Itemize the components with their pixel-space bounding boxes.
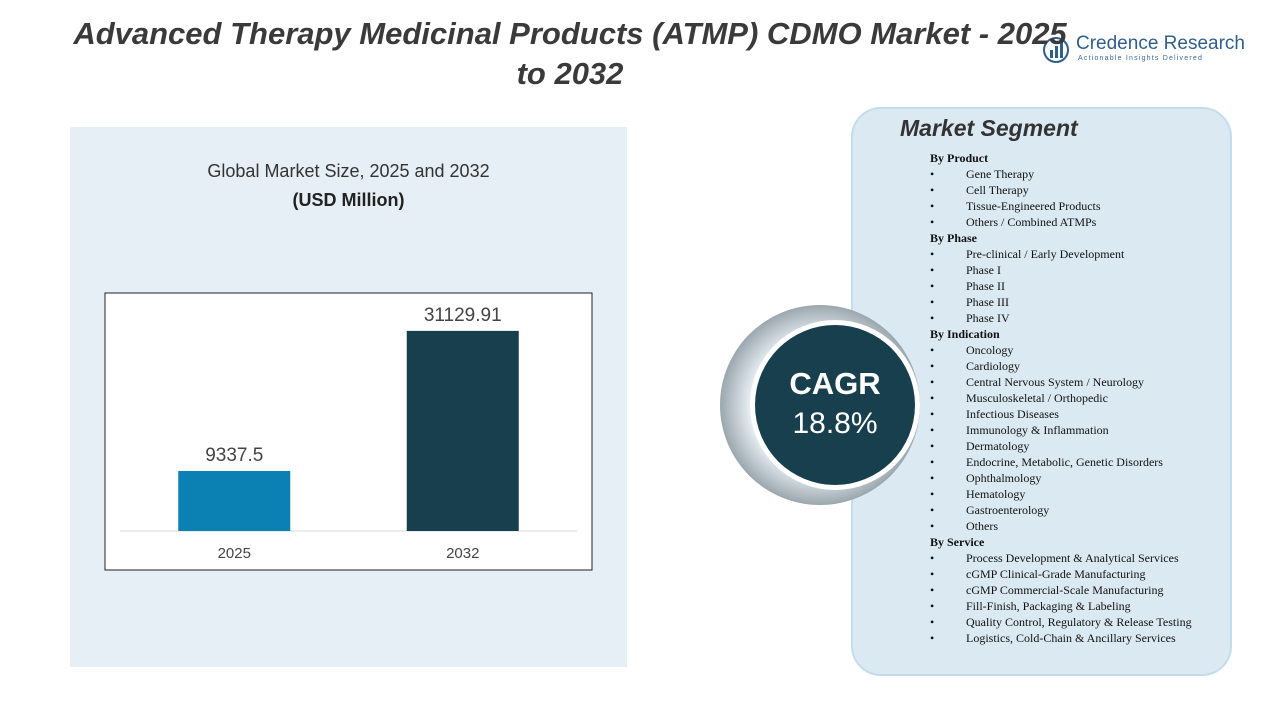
chart-frame bbox=[104, 292, 593, 571]
segment-heading: By Product bbox=[930, 151, 989, 165]
segment-heading: By Service bbox=[930, 535, 985, 549]
cagr-circle bbox=[755, 325, 915, 485]
segment-title: Market Segment bbox=[900, 115, 1078, 141]
segment-item: Logistics, Cold-Chain & Ancillary Servic… bbox=[930, 630, 1220, 646]
brand: Credence Research bbox=[1076, 33, 1245, 54]
cagr-value: 18.8% bbox=[792, 407, 878, 440]
segment-item: Oncology bbox=[930, 342, 1220, 358]
tagline: Actionable Insights Delivered bbox=[1078, 55, 1204, 62]
segment-item: Fill-Finish, Packaging & Labeling bbox=[930, 598, 1220, 614]
segment-item: Musculoskeletal / Orthopedic bbox=[930, 390, 1220, 406]
segment-item: Dermatology bbox=[930, 438, 1220, 454]
segment-item: Tissue-Engineered Products bbox=[930, 198, 1220, 214]
segment-item: cGMP Clinical-Grade Manufacturing bbox=[930, 566, 1220, 582]
segment-item: Pre-clinical / Early Development bbox=[930, 246, 1220, 262]
chart-subtitle: (USD Million) bbox=[292, 190, 405, 210]
segment-item: Phase I bbox=[930, 262, 1220, 278]
segment-item: Quality Control, Regulatory & Release Te… bbox=[930, 614, 1220, 630]
segment-item: Phase II bbox=[930, 278, 1220, 294]
cagr-label: CAGR bbox=[789, 366, 881, 401]
segment-item: Gastroenterology bbox=[930, 502, 1220, 518]
segment-item: Central Nervous System / Neurology bbox=[930, 374, 1220, 390]
segment-item: Cell Therapy bbox=[930, 182, 1220, 198]
segment-item: Others / Combined ATMPs bbox=[930, 214, 1220, 230]
segment-item: Infectious Diseases bbox=[930, 406, 1220, 422]
segment-item: Cardiology bbox=[930, 358, 1220, 374]
segment-item: Immunology & Inflammation bbox=[930, 422, 1220, 438]
title: Advanced Therapy Medicinal Products (ATM… bbox=[73, 16, 1067, 91]
segment-item: Endocrine, Metabolic, Genetic Disorders bbox=[930, 454, 1220, 470]
segment-item: Gene Therapy bbox=[930, 166, 1220, 182]
bar bbox=[178, 470, 291, 531]
segment-item: Phase III bbox=[930, 294, 1220, 310]
segment-item: Hematology bbox=[930, 486, 1220, 502]
bar bbox=[406, 330, 519, 531]
chart-title: Global Market Size, 2025 and 2032 bbox=[207, 161, 490, 181]
segment-item: cGMP Commercial-Scale Manufacturing bbox=[930, 582, 1220, 598]
x-tick-label: 2025 bbox=[218, 545, 251, 562]
x-tick-label: 2032 bbox=[446, 545, 479, 562]
segment-item: Process Development & Analytical Service… bbox=[930, 550, 1220, 566]
data-label: 9337.5 bbox=[205, 445, 263, 466]
segment-list: By ProductGene TherapyCell TherapyTissue… bbox=[930, 150, 1220, 646]
segment-item: Others bbox=[930, 518, 1220, 534]
segment-heading: By Phase bbox=[930, 231, 978, 245]
segment-heading: By Indication bbox=[930, 327, 1000, 341]
logo bbox=[1043, 37, 1069, 63]
data-label: 31129.91 bbox=[424, 305, 502, 326]
segment-item: Ophthalmology bbox=[930, 470, 1220, 486]
segment-item: Phase IV bbox=[930, 310, 1220, 326]
